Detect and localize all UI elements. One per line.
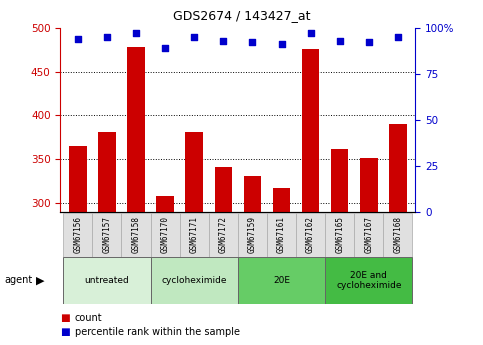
Point xyxy=(74,36,82,41)
FancyBboxPatch shape xyxy=(63,257,151,304)
FancyBboxPatch shape xyxy=(296,213,325,257)
FancyBboxPatch shape xyxy=(151,257,238,304)
Bar xyxy=(128,47,145,345)
Bar xyxy=(69,146,86,345)
Bar xyxy=(302,49,319,345)
Text: percentile rank within the sample: percentile rank within the sample xyxy=(75,327,240,337)
Point xyxy=(190,34,198,40)
FancyBboxPatch shape xyxy=(92,213,122,257)
Text: GSM67157: GSM67157 xyxy=(102,216,112,253)
Bar xyxy=(244,176,261,345)
Point xyxy=(278,41,285,47)
Point xyxy=(307,30,314,36)
Bar xyxy=(156,196,174,345)
Text: agent: agent xyxy=(5,276,33,285)
FancyBboxPatch shape xyxy=(122,213,151,257)
FancyBboxPatch shape xyxy=(325,257,412,304)
Text: GSM67171: GSM67171 xyxy=(190,216,199,253)
FancyBboxPatch shape xyxy=(325,213,354,257)
FancyBboxPatch shape xyxy=(209,213,238,257)
Bar xyxy=(214,167,232,345)
Bar xyxy=(185,132,203,345)
Point xyxy=(103,34,111,40)
Text: GDS2674 / 143427_at: GDS2674 / 143427_at xyxy=(173,9,310,22)
Text: GSM67156: GSM67156 xyxy=(73,216,82,253)
Point xyxy=(132,30,140,36)
Text: GSM67167: GSM67167 xyxy=(364,216,373,253)
Point xyxy=(219,38,227,43)
Point xyxy=(365,40,373,45)
Text: cycloheximide: cycloheximide xyxy=(161,276,227,285)
Text: GSM67170: GSM67170 xyxy=(161,216,170,253)
FancyBboxPatch shape xyxy=(151,213,180,257)
Text: ■: ■ xyxy=(60,327,70,337)
FancyBboxPatch shape xyxy=(354,213,384,257)
Text: GSM67168: GSM67168 xyxy=(394,216,402,253)
Text: untreated: untreated xyxy=(85,276,129,285)
Text: 20E and
cycloheximide: 20E and cycloheximide xyxy=(336,271,401,290)
Bar xyxy=(360,158,378,345)
Text: ▶: ▶ xyxy=(36,276,44,285)
Point xyxy=(161,45,169,51)
FancyBboxPatch shape xyxy=(384,213,412,257)
Text: GSM67172: GSM67172 xyxy=(219,216,228,253)
Point xyxy=(336,38,343,43)
Text: GSM67161: GSM67161 xyxy=(277,216,286,253)
Text: GSM67158: GSM67158 xyxy=(131,216,141,253)
Bar xyxy=(389,124,407,345)
Point xyxy=(394,34,402,40)
Text: count: count xyxy=(75,313,102,323)
Text: ■: ■ xyxy=(60,313,70,323)
Bar xyxy=(273,188,290,345)
Text: GSM67165: GSM67165 xyxy=(335,216,344,253)
FancyBboxPatch shape xyxy=(180,213,209,257)
Text: GSM67159: GSM67159 xyxy=(248,216,257,253)
FancyBboxPatch shape xyxy=(267,213,296,257)
Text: 20E: 20E xyxy=(273,276,290,285)
FancyBboxPatch shape xyxy=(63,213,92,257)
Text: GSM67162: GSM67162 xyxy=(306,216,315,253)
Point xyxy=(249,40,256,45)
Bar xyxy=(98,132,115,345)
Bar xyxy=(331,149,348,345)
FancyBboxPatch shape xyxy=(238,257,325,304)
FancyBboxPatch shape xyxy=(238,213,267,257)
